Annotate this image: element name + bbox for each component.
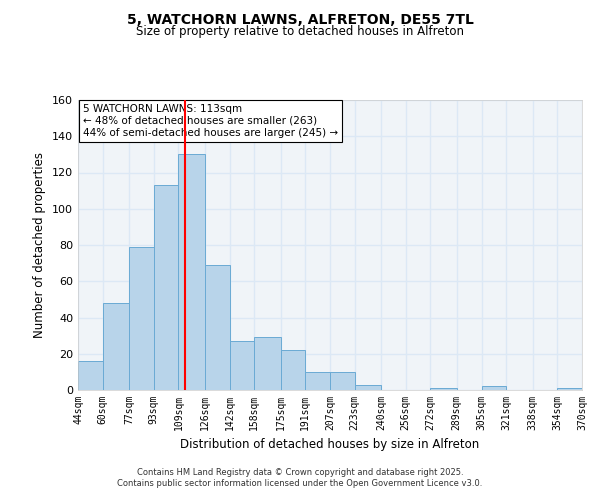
Bar <box>129 247 154 390</box>
Bar <box>103 303 129 390</box>
Bar <box>230 341 254 390</box>
Bar <box>482 386 506 390</box>
Text: Size of property relative to detached houses in Alfreton: Size of property relative to detached ho… <box>136 25 464 38</box>
Text: 5 WATCHORN LAWNS: 113sqm
← 48% of detached houses are smaller (263)
44% of semi-: 5 WATCHORN LAWNS: 113sqm ← 48% of detach… <box>83 104 338 138</box>
Y-axis label: Number of detached properties: Number of detached properties <box>34 152 46 338</box>
X-axis label: Distribution of detached houses by size in Alfreton: Distribution of detached houses by size … <box>181 438 479 452</box>
Bar <box>178 154 205 390</box>
Bar <box>154 185 178 390</box>
Bar <box>430 388 457 390</box>
Bar <box>254 338 281 390</box>
Bar <box>281 350 305 390</box>
Bar <box>205 265 230 390</box>
Text: Contains HM Land Registry data © Crown copyright and database right 2025.
Contai: Contains HM Land Registry data © Crown c… <box>118 468 482 487</box>
Bar <box>305 372 330 390</box>
Bar <box>78 361 103 390</box>
Bar <box>557 388 582 390</box>
Bar <box>355 384 381 390</box>
Bar <box>330 372 355 390</box>
Text: 5, WATCHORN LAWNS, ALFRETON, DE55 7TL: 5, WATCHORN LAWNS, ALFRETON, DE55 7TL <box>127 12 473 26</box>
